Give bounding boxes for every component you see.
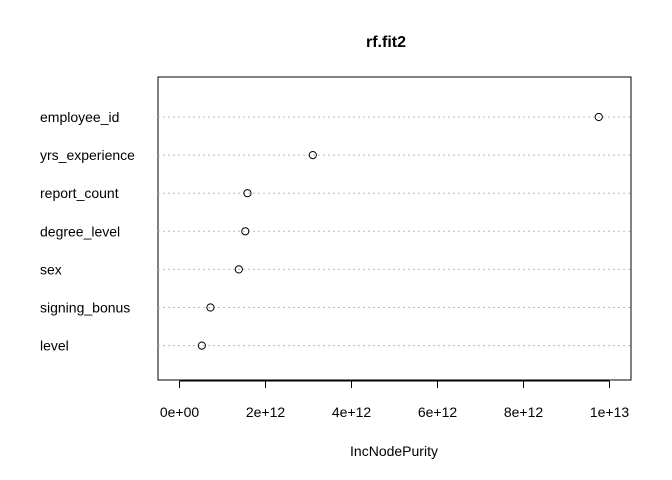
- x-axis: 0e+00 2e+12 4e+12 6e+12 8e+12 1e+13: [160, 380, 630, 420]
- data-point: [241, 227, 250, 236]
- x-tick-label: 6e+12: [418, 404, 458, 420]
- y-axis-labels: employee_id yrs_experience report_countdeg…: [40, 109, 135, 354]
- plot-frame: [157, 76, 632, 381]
- grid-lines: [158, 116, 631, 347]
- x-tick-label: 0e+00: [160, 404, 200, 420]
- x-tick-label: 8e+12: [504, 404, 544, 420]
- x-tick-label: 2e+12: [246, 404, 286, 420]
- data-points: [197, 112, 603, 350]
- y-category-label: degree_level: [40, 223, 120, 239]
- y-category-label: level: [40, 338, 69, 354]
- data-point: [206, 303, 215, 312]
- y-category-label: yrs_experience: [40, 147, 135, 163]
- data-point: [197, 341, 206, 350]
- data-point: [234, 265, 243, 274]
- y-category-label: sex: [40, 261, 62, 277]
- data-point: [594, 112, 603, 122]
- chart-title: rf.fit2: [366, 34, 406, 51]
- x-tick-label: 4e+12: [332, 404, 372, 420]
- y-category-label: employee_id: [40, 109, 119, 125]
- y-category-label: report_count: [40, 185, 119, 201]
- data-point: [308, 151, 317, 160]
- x-axis-title: IncNodePurity: [350, 443, 438, 459]
- data-point: [243, 189, 252, 198]
- x-tick-label: 1e+13: [590, 404, 630, 420]
- y-category-label: signing_bonus: [40, 300, 130, 316]
